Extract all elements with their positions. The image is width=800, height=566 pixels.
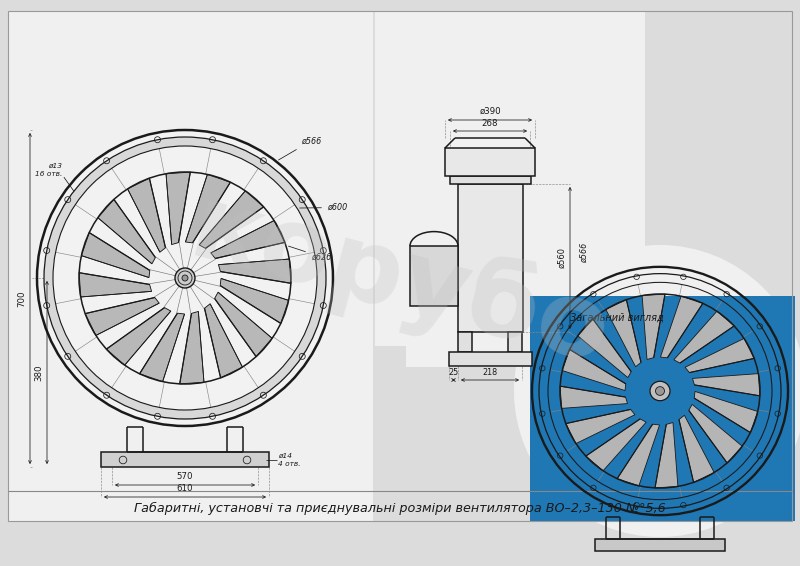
Polygon shape xyxy=(679,415,714,482)
Circle shape xyxy=(182,275,188,281)
Polygon shape xyxy=(586,419,646,471)
Bar xyxy=(458,184,523,332)
Polygon shape xyxy=(655,423,678,488)
Text: 268: 268 xyxy=(482,119,498,128)
Polygon shape xyxy=(560,386,627,408)
Circle shape xyxy=(514,245,800,537)
Polygon shape xyxy=(578,319,631,378)
Polygon shape xyxy=(674,311,734,363)
Bar xyxy=(8,11,373,521)
Bar xyxy=(530,296,795,521)
Polygon shape xyxy=(106,307,171,365)
Polygon shape xyxy=(694,392,758,432)
Text: 610: 610 xyxy=(177,484,194,493)
Text: ø13
16 отв.: ø13 16 отв. xyxy=(34,163,62,177)
Polygon shape xyxy=(689,404,742,463)
Polygon shape xyxy=(566,409,635,444)
Polygon shape xyxy=(180,311,204,384)
Text: 700: 700 xyxy=(17,290,26,307)
Polygon shape xyxy=(214,292,272,357)
Text: корубо: корубо xyxy=(179,175,621,387)
Polygon shape xyxy=(685,338,754,372)
Polygon shape xyxy=(210,221,285,259)
Text: Загальний вигляд: Загальний вигляд xyxy=(570,313,664,323)
Text: ø390: ø390 xyxy=(479,107,501,116)
Polygon shape xyxy=(186,174,230,243)
Bar xyxy=(375,11,645,346)
Polygon shape xyxy=(220,278,289,323)
Polygon shape xyxy=(606,299,641,367)
Ellipse shape xyxy=(655,387,665,396)
Polygon shape xyxy=(199,191,264,248)
Bar xyxy=(595,539,725,551)
Polygon shape xyxy=(661,296,703,358)
Text: Габаритні, установчі та приєднувальні розміри вентилятора ВО–2,3–130 №°5,6: Габаритні, установчі та приєднувальні ро… xyxy=(134,501,666,514)
Text: ø626: ø626 xyxy=(289,246,331,261)
Polygon shape xyxy=(127,178,166,252)
Polygon shape xyxy=(617,424,659,486)
Text: ø566: ø566 xyxy=(580,243,589,263)
Polygon shape xyxy=(98,199,155,264)
Text: ø560: ø560 xyxy=(557,247,566,268)
Circle shape xyxy=(175,268,195,288)
Bar xyxy=(410,246,458,306)
Text: ø566: ø566 xyxy=(278,136,322,160)
Polygon shape xyxy=(562,349,626,391)
Bar xyxy=(458,332,472,352)
Polygon shape xyxy=(85,298,159,336)
Bar xyxy=(508,332,522,352)
Text: 570: 570 xyxy=(177,472,194,481)
Circle shape xyxy=(35,128,335,428)
Polygon shape xyxy=(642,294,665,359)
Bar xyxy=(101,452,269,467)
Polygon shape xyxy=(79,273,151,297)
Bar xyxy=(450,176,531,184)
Text: ø600: ø600 xyxy=(300,203,347,212)
Text: ø14
4 отв.: ø14 4 отв. xyxy=(278,453,301,467)
Polygon shape xyxy=(82,233,150,277)
Polygon shape xyxy=(693,374,760,396)
Text: 380: 380 xyxy=(34,365,43,381)
Bar xyxy=(406,128,543,367)
Polygon shape xyxy=(205,304,242,378)
Text: 218: 218 xyxy=(482,368,498,377)
Bar xyxy=(445,148,535,176)
Ellipse shape xyxy=(650,381,670,401)
Polygon shape xyxy=(139,313,185,381)
Wedge shape xyxy=(44,137,326,419)
Text: 25: 25 xyxy=(448,368,458,377)
Bar xyxy=(449,352,532,366)
Polygon shape xyxy=(166,172,190,245)
Polygon shape xyxy=(218,259,291,284)
